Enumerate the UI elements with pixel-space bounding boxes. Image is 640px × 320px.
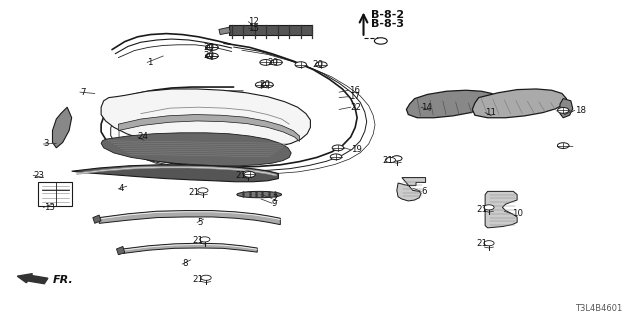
Polygon shape (406, 90, 498, 118)
Circle shape (271, 60, 282, 65)
Text: FR.: FR. (52, 275, 73, 285)
Circle shape (200, 237, 210, 242)
Text: 20: 20 (259, 80, 270, 89)
Circle shape (255, 82, 267, 88)
Polygon shape (219, 27, 230, 35)
Text: 1: 1 (147, 58, 153, 67)
Polygon shape (99, 211, 280, 225)
Circle shape (392, 156, 402, 161)
Polygon shape (485, 191, 517, 228)
Text: 19: 19 (351, 145, 362, 154)
Text: 8: 8 (182, 260, 188, 268)
Text: 5: 5 (197, 218, 203, 227)
Text: 23: 23 (33, 171, 44, 180)
Polygon shape (101, 133, 291, 166)
Polygon shape (93, 215, 101, 223)
Polygon shape (229, 25, 312, 35)
Text: 18: 18 (575, 106, 586, 115)
Circle shape (374, 38, 387, 44)
Circle shape (207, 44, 218, 50)
Text: 12: 12 (248, 17, 259, 26)
Text: 20: 20 (268, 58, 278, 67)
Polygon shape (101, 89, 310, 150)
Text: 21: 21 (192, 275, 203, 284)
Circle shape (205, 53, 217, 59)
Polygon shape (72, 165, 278, 182)
Polygon shape (560, 99, 573, 118)
Polygon shape (38, 182, 72, 206)
Circle shape (295, 62, 307, 68)
Text: 13: 13 (44, 203, 54, 212)
Text: 9: 9 (272, 199, 277, 208)
Circle shape (557, 143, 569, 148)
Text: 20: 20 (204, 52, 214, 60)
Text: 10: 10 (512, 209, 523, 218)
Circle shape (484, 241, 494, 246)
Circle shape (316, 62, 327, 68)
Circle shape (207, 53, 218, 59)
Text: B-8-2: B-8-2 (371, 10, 404, 20)
Circle shape (260, 60, 271, 65)
Circle shape (332, 145, 344, 151)
Text: B-8-3: B-8-3 (371, 19, 404, 29)
Text: 20: 20 (312, 60, 323, 69)
Polygon shape (77, 166, 276, 176)
Text: 21: 21 (477, 205, 488, 214)
Circle shape (557, 108, 569, 113)
Circle shape (385, 157, 396, 163)
Text: 21: 21 (383, 156, 394, 165)
Text: 3: 3 (44, 140, 49, 148)
Text: 21: 21 (477, 239, 488, 248)
Circle shape (262, 82, 273, 88)
Circle shape (392, 156, 402, 161)
Circle shape (330, 154, 342, 160)
Polygon shape (237, 191, 282, 198)
Polygon shape (472, 89, 566, 118)
Text: 6: 6 (421, 187, 427, 196)
Circle shape (243, 171, 253, 176)
Text: 20: 20 (204, 43, 214, 52)
Polygon shape (116, 246, 125, 255)
Text: 2: 2 (272, 194, 278, 203)
Text: 17: 17 (349, 92, 360, 101)
Text: 22: 22 (351, 103, 362, 112)
Text: 7: 7 (80, 88, 86, 97)
FancyArrow shape (17, 274, 48, 284)
Text: 21: 21 (192, 236, 203, 245)
Text: T3L4B4601: T3L4B4601 (575, 304, 622, 313)
Polygon shape (123, 243, 257, 253)
Circle shape (205, 44, 217, 50)
Circle shape (201, 275, 211, 280)
Text: 11: 11 (485, 108, 496, 117)
Text: 16: 16 (349, 86, 360, 95)
Text: 14: 14 (421, 103, 432, 112)
Polygon shape (397, 178, 426, 201)
Text: 4: 4 (118, 184, 124, 193)
Circle shape (484, 205, 494, 210)
Text: 21: 21 (189, 188, 200, 197)
Text: 21: 21 (236, 171, 246, 180)
Circle shape (198, 188, 208, 193)
Circle shape (244, 172, 255, 177)
Polygon shape (52, 107, 72, 148)
Text: 15: 15 (248, 24, 259, 33)
Polygon shape (118, 115, 300, 141)
Text: 24: 24 (138, 132, 148, 141)
